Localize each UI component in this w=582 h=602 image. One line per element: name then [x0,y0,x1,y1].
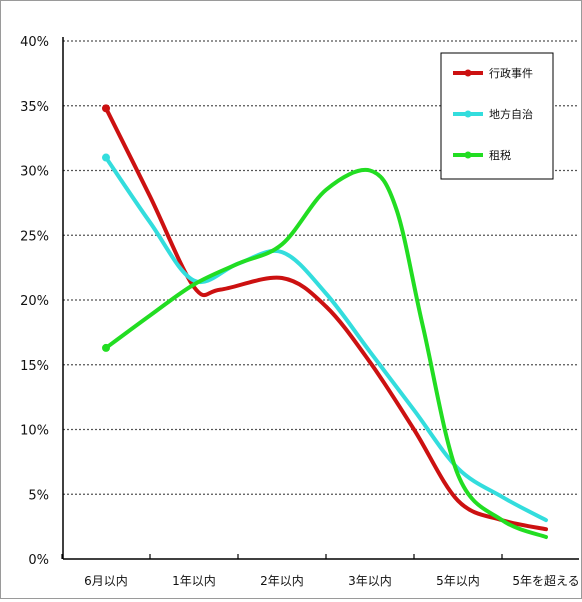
legend-marker [464,69,472,77]
series-lines [102,104,548,539]
x-tick-label: 3年以内 [348,574,392,588]
y-tick-label: 20% [20,294,49,309]
series-start-marker [102,153,110,162]
series-line [104,155,548,523]
gridlines [63,40,579,495]
series-line [104,167,548,539]
x-tick-label: 2年以内 [260,574,304,588]
legend-marker [464,110,472,118]
series-start-marker [102,343,110,352]
y-tick-label: 5% [28,488,49,503]
legend-label: 行政事件 [489,66,533,80]
x-tick-label: 1年以内 [172,574,216,588]
y-tick-label: 0% [28,553,49,568]
y-tick-label: 10% [20,424,49,439]
legend-marker [464,151,472,159]
legend-label: 地方自治 [489,107,533,121]
series-start-marker [102,104,110,113]
x-tick-label: 5年以内 [436,574,480,588]
x-axis: 6月以内 1年以内 2年以内 3年以内 5年以内 5年を超える [61,37,580,588]
x-tick-label: 6月以内 [84,574,128,588]
y-tick-label: 25% [20,229,49,244]
series-line [104,106,548,532]
y-tick-label: 35% [20,100,49,115]
y-tick-label: 30% [20,165,49,180]
y-tick-label: 15% [20,359,49,374]
y-tick-label: 40% [20,35,49,50]
y-axis-ticks: 0% 5% 10% 15% 20% 25% 30% 35% 40% [20,35,49,568]
legend-label: 租税 [489,148,511,162]
x-tick-label: 5年を超える [512,573,579,588]
